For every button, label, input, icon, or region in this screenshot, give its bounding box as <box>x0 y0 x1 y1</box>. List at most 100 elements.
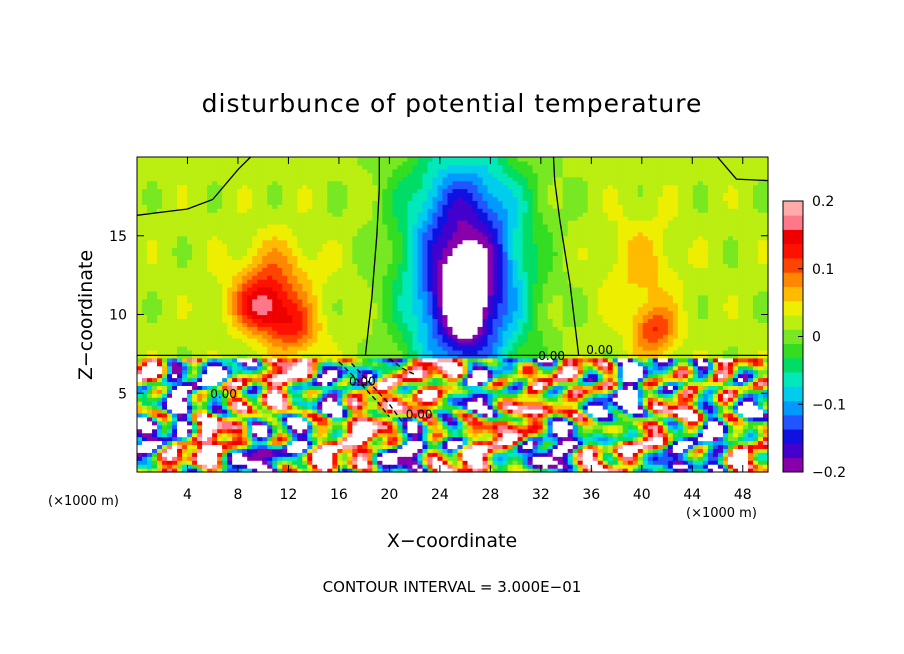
heatmap-cell <box>257 334 263 339</box>
heatmap-cell <box>357 420 363 426</box>
heatmap-cell <box>607 326 614 331</box>
heatmap-cell <box>242 409 248 414</box>
heatmap-cell <box>312 322 318 327</box>
heatmap-cell <box>282 448 288 453</box>
heatmap-cell <box>272 357 278 363</box>
heatmap-cell <box>687 357 694 363</box>
heatmap-cell <box>597 342 604 347</box>
heatmap-cell <box>587 342 594 347</box>
heatmap-cell <box>762 357 769 363</box>
heatmap-cell <box>737 420 744 426</box>
heatmap-cell <box>282 393 288 398</box>
heatmap-cell <box>547 338 554 343</box>
heatmap-cell <box>342 318 348 323</box>
heatmap-cell <box>412 369 419 375</box>
heatmap-cell <box>532 424 539 430</box>
heatmap-cell <box>722 444 729 449</box>
heatmap-cell <box>437 460 444 465</box>
heatmap-cell <box>272 338 278 343</box>
heatmap-cell <box>702 444 709 449</box>
heatmap-cell <box>592 428 599 434</box>
heatmap-cell <box>637 416 644 422</box>
heatmap-cell <box>342 353 348 359</box>
heatmap-cell <box>452 424 459 430</box>
heatmap-cell <box>637 460 644 465</box>
heatmap-cell <box>632 409 639 414</box>
heatmap-cell <box>617 349 624 355</box>
heatmap-cell <box>692 330 699 335</box>
heatmap-cell <box>637 401 644 406</box>
heatmap-cell <box>652 346 659 351</box>
heatmap-cell <box>757 326 764 331</box>
heatmap-cell <box>327 409 333 414</box>
heatmap-cell <box>407 412 414 418</box>
heatmap-cell <box>477 381 484 386</box>
heatmap-cell <box>742 381 749 386</box>
heatmap-cell <box>622 428 629 434</box>
heatmap-cell <box>352 357 358 363</box>
heatmap-cell <box>317 357 323 363</box>
heatmap-cell <box>472 349 479 355</box>
heatmap-cell <box>427 412 434 418</box>
heatmap-cell <box>647 436 654 442</box>
heatmap-cell <box>232 416 238 422</box>
heatmap-cell <box>412 365 419 371</box>
heatmap-cell <box>667 318 674 323</box>
heatmap-cell <box>307 397 313 402</box>
heatmap-cell <box>692 405 699 410</box>
heatmap-cell <box>512 322 519 327</box>
heatmap-cell <box>662 460 669 465</box>
heatmap-cell <box>312 420 318 426</box>
heatmap-cell <box>387 322 394 327</box>
heatmap-cell <box>707 346 714 351</box>
heatmap-cell <box>137 432 143 438</box>
heatmap-cell <box>582 416 589 422</box>
heatmap-cell <box>427 377 434 383</box>
heatmap-cell <box>707 456 714 461</box>
heatmap-cell <box>337 405 343 410</box>
heatmap-cell <box>277 428 283 434</box>
heatmap-cell <box>317 444 323 449</box>
heatmap-cell <box>462 440 469 446</box>
heatmap-cell <box>487 389 494 394</box>
heatmap-cell <box>402 349 409 355</box>
heatmap-cell <box>272 401 278 406</box>
heatmap-cell <box>467 412 474 418</box>
heatmap-cell <box>647 464 654 469</box>
heatmap-cell <box>302 428 308 434</box>
heatmap-cell <box>742 460 749 465</box>
heatmap-cell <box>482 436 489 442</box>
heatmap-cell <box>642 436 649 442</box>
heatmap-cell <box>177 416 183 422</box>
heatmap-cell <box>277 349 283 355</box>
heatmap-cell <box>752 440 759 446</box>
heatmap-cell <box>362 389 368 394</box>
heatmap-cell <box>207 326 213 331</box>
heatmap-cell <box>367 369 373 375</box>
heatmap-cell <box>247 377 253 383</box>
heatmap-cell <box>562 369 569 375</box>
heatmap-cell <box>177 405 183 410</box>
heatmap-cell <box>762 397 769 402</box>
heatmap-cell <box>187 416 193 422</box>
heatmap-cell <box>717 428 724 434</box>
heatmap-cell <box>692 436 699 442</box>
heatmap-cell <box>447 401 454 406</box>
heatmap-cell <box>397 365 404 371</box>
heatmap-cell <box>277 342 283 347</box>
heatmap-cell <box>137 365 143 371</box>
heatmap-cell <box>242 440 248 446</box>
heatmap-cell <box>362 373 368 379</box>
heatmap-cell <box>277 440 283 446</box>
heatmap-cell <box>197 318 203 323</box>
heatmap-cell <box>167 409 173 414</box>
heatmap-cell <box>667 440 674 446</box>
heatmap-cell <box>357 377 363 383</box>
heatmap-cell <box>622 468 629 473</box>
heatmap-cell <box>747 330 754 335</box>
heatmap-cell <box>187 397 193 402</box>
heatmap-cell <box>597 385 604 390</box>
heatmap-cell <box>377 464 383 469</box>
heatmap-cell <box>227 436 233 442</box>
heatmap-cell <box>752 334 759 339</box>
